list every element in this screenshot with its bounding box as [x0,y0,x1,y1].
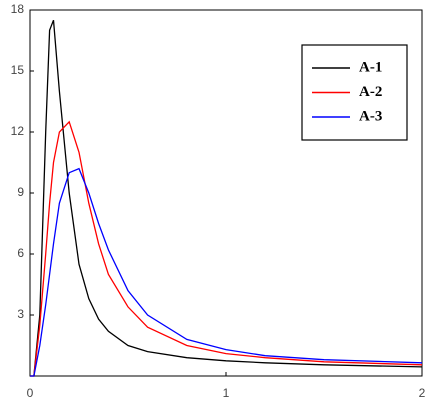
legend-label: A-1 [359,59,382,75]
x-tick-label: 2 [419,386,426,400]
y-tick-label: 9 [17,185,24,199]
line-series [30,120,423,377]
y-tick-label: 3 [17,307,24,321]
y-tick-label: 12 [11,124,25,138]
line-series [30,19,423,377]
legend-label: A-3 [359,108,382,124]
y-tick-label: 15 [11,63,25,77]
legend-label: A-2 [359,84,382,100]
x-tick-label: 0 [27,386,34,400]
y-tick-label: 18 [11,2,25,16]
x-tick-label: 1 [223,386,230,400]
y-tick-label: 6 [17,246,24,260]
line-series [30,167,423,377]
